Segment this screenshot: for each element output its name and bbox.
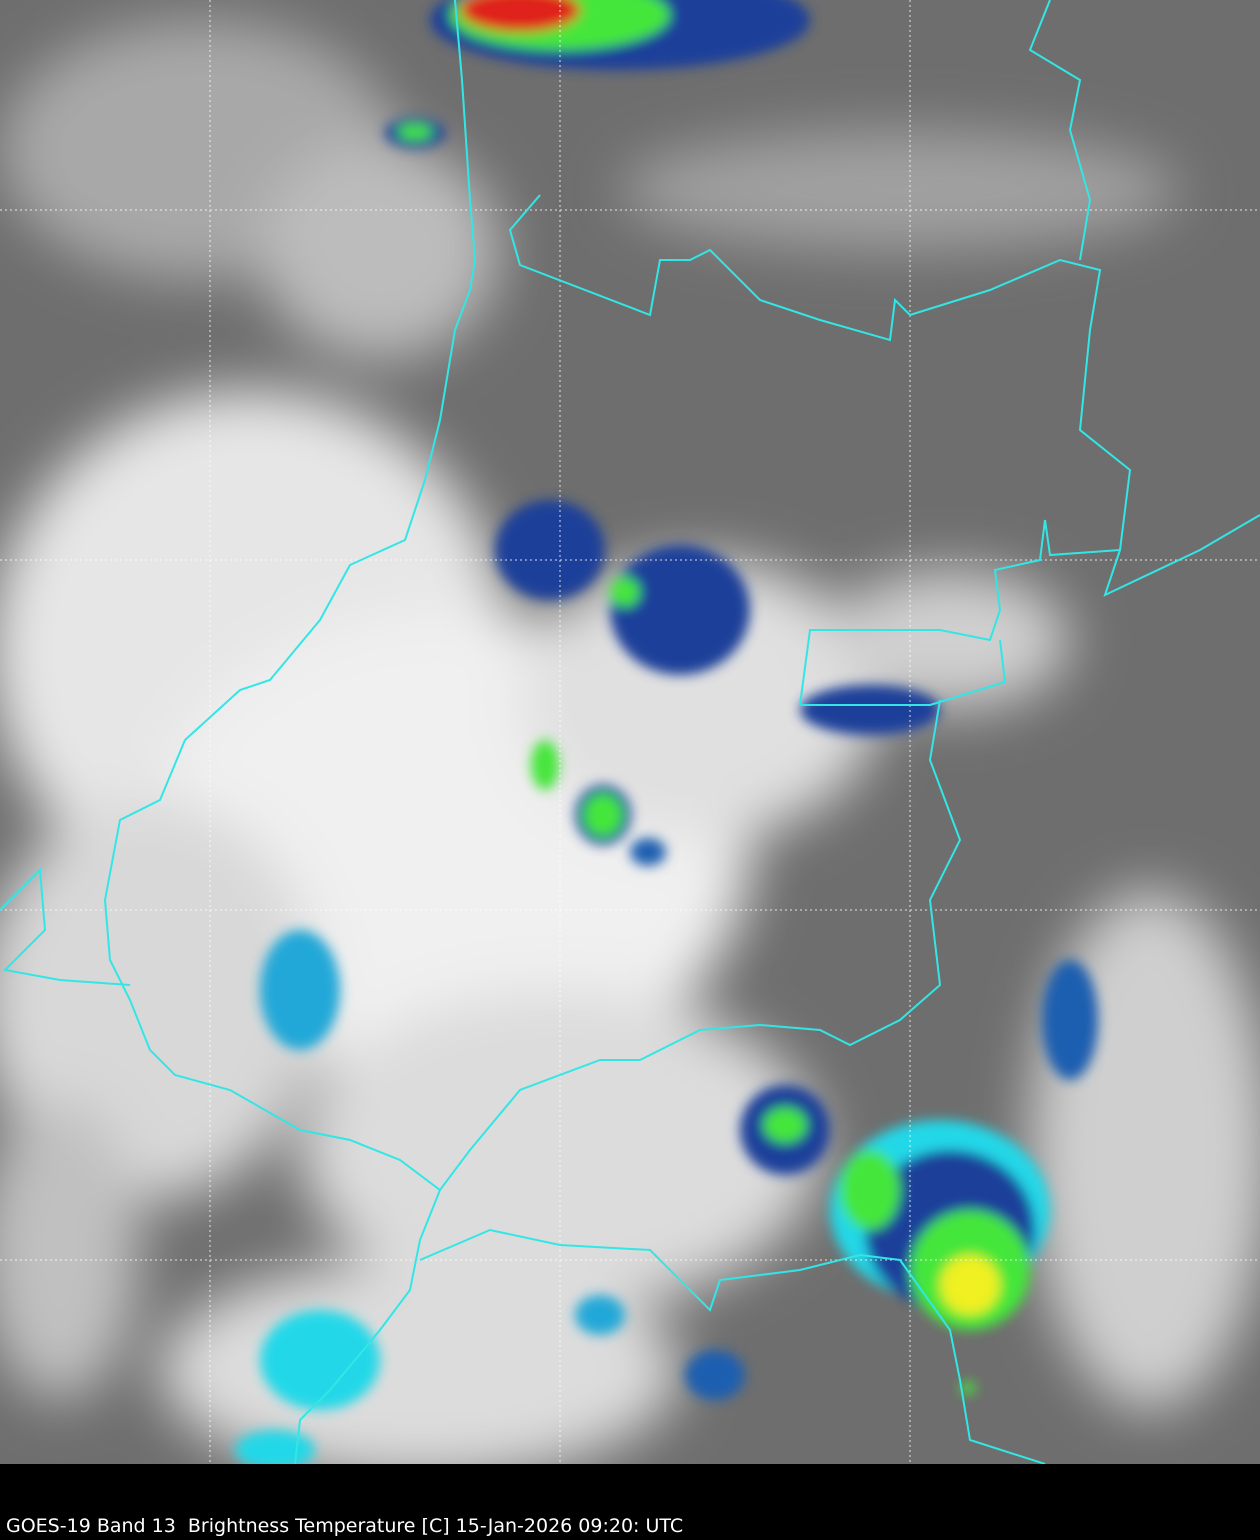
grid-lines <box>0 0 1260 1464</box>
political-borders <box>0 0 1260 1464</box>
storm-top <box>430 0 810 70</box>
convective-cells <box>235 0 1098 1464</box>
satellite-map <box>0 0 1260 1464</box>
image-caption: GOES-19 Band 13 Brightness Temperature [… <box>6 1515 684 1537</box>
